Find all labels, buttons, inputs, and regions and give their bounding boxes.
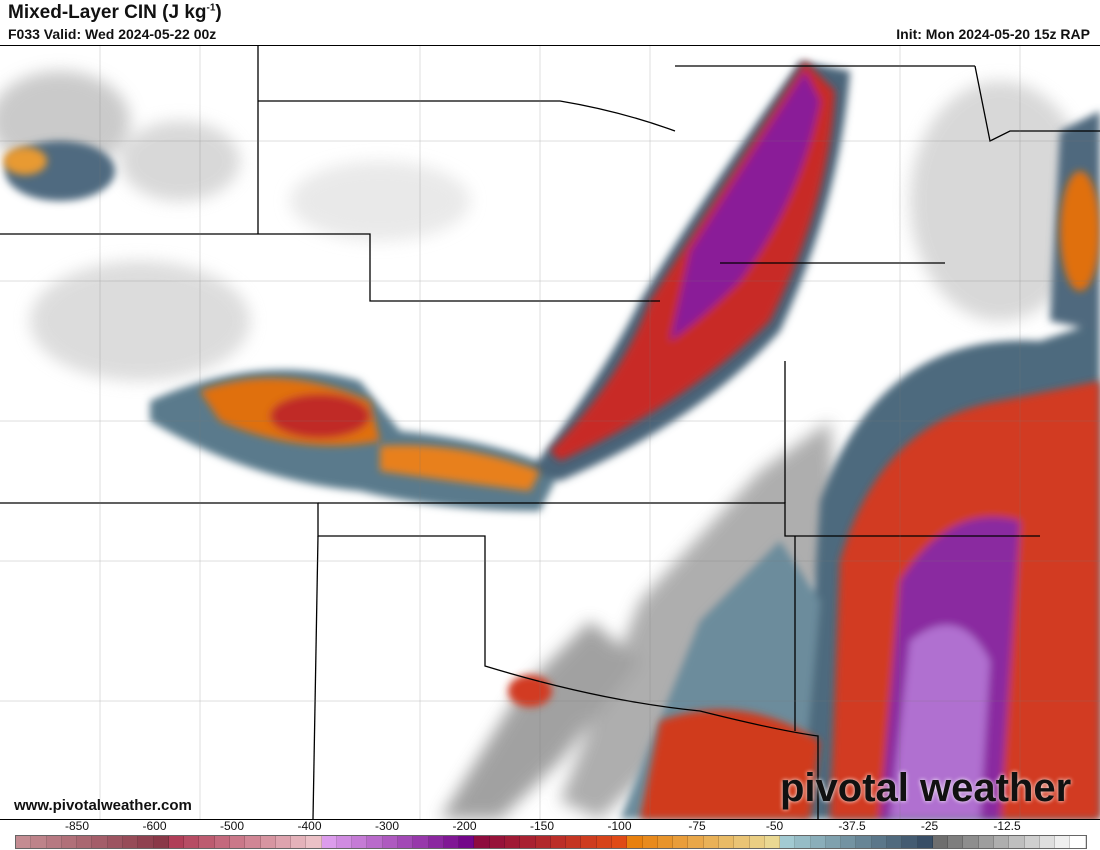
colorbar-cell	[550, 836, 567, 848]
colorbar-cell	[199, 836, 215, 848]
colorbar-cell	[489, 836, 505, 848]
colorbar-cell	[275, 836, 292, 848]
colorbar-cell	[642, 836, 658, 848]
colorbar-cell	[16, 836, 32, 848]
colorbar-cell	[413, 836, 429, 848]
colorbar-cell	[688, 836, 704, 848]
colorbar-cell	[611, 836, 628, 848]
colorbar-cell	[260, 836, 276, 848]
colorbar-cell	[443, 836, 460, 848]
cin-map	[0, 45, 1100, 820]
colorbar	[15, 835, 1087, 849]
colorbar-cell	[1009, 836, 1025, 848]
colorbar-cell	[520, 836, 536, 848]
colorbar-cell	[61, 836, 78, 848]
colorbar-cell	[948, 836, 964, 848]
colorbar-cell	[1039, 836, 1056, 848]
colorbar-label: -50	[765, 819, 784, 833]
colorbar-cell	[535, 836, 551, 848]
colorbar-cell	[184, 836, 200, 848]
colorbar-cell	[825, 836, 842, 848]
colorbar-cell	[214, 836, 230, 848]
map-title: Mixed-Layer CIN (J kg-1)	[8, 2, 222, 23]
colorbar-cell	[1070, 836, 1086, 848]
colorbar-label: -25	[920, 819, 939, 833]
colorbar-cell	[673, 836, 689, 848]
colorbar-cell	[871, 836, 888, 848]
colorbar-label: -100	[607, 819, 632, 833]
county-borders	[0, 46, 1100, 819]
colorbar-label: -75	[688, 819, 706, 833]
colorbar-cell	[122, 836, 139, 848]
colorbar-cell	[856, 836, 872, 848]
colorbar-cell	[428, 836, 444, 848]
colorbar-cell	[764, 836, 781, 848]
colorbar-cell	[459, 836, 475, 848]
colorbar-cell	[703, 836, 719, 848]
colorbar-cell	[77, 836, 93, 848]
colorbar-cell	[138, 836, 154, 848]
colorbar-label: -37.5	[838, 819, 866, 833]
colorbar-cell	[245, 836, 261, 848]
colorbar-cell	[291, 836, 307, 848]
colorbar-cell	[336, 836, 353, 848]
colorbar-cell	[963, 836, 979, 848]
colorbar-label: -12.5	[993, 819, 1021, 833]
colorbar-cell	[31, 836, 47, 848]
colorbar-cell	[367, 836, 383, 848]
colorbar-cell	[978, 836, 994, 848]
colorbar-label: -400	[297, 819, 322, 833]
colorbar-cell	[810, 836, 826, 848]
colorbar-cell	[902, 836, 918, 848]
colorbar-cell	[749, 836, 765, 848]
colorbar-label: -600	[142, 819, 167, 833]
colorbar-label: -300	[374, 819, 400, 833]
colorbar-cell	[168, 836, 185, 848]
colorbar-label: -150	[529, 819, 555, 833]
colorbar-cell	[718, 836, 735, 848]
colorbar-cell	[46, 836, 62, 848]
colorbar-cell	[382, 836, 399, 848]
colorbar-cell	[474, 836, 490, 848]
colorbar-cell	[92, 836, 108, 848]
colorbar-cell	[841, 836, 857, 848]
colorbar-cell	[780, 836, 796, 848]
colorbar-cell	[734, 836, 750, 848]
colorbar-cell	[887, 836, 903, 848]
colorbar-cell	[352, 836, 368, 848]
colorbar-cell	[596, 836, 612, 848]
colorbar-cell	[229, 836, 246, 848]
orange-red-cin-areas	[3, 61, 1100, 819]
colorbar-cell	[581, 836, 597, 848]
colorbar-cell	[994, 836, 1010, 848]
colorbar-cell	[917, 836, 933, 848]
colorbar-cell	[657, 836, 674, 848]
colorbar-cell	[1055, 836, 1071, 848]
colorbar-label: -500	[219, 819, 245, 833]
colorbar-cell	[505, 836, 521, 848]
colorbar-cell	[566, 836, 582, 848]
colorbar-label: -200	[452, 819, 477, 833]
colorbar-cell	[306, 836, 322, 848]
colorbar-label: -850	[64, 819, 90, 833]
colorbar-cell	[795, 836, 811, 848]
brand-logo: pivotal weather	[780, 766, 1072, 810]
colorbar-cell	[107, 836, 123, 848]
init-time: Init: Mon 2024-05-20 15z RAP	[896, 26, 1090, 42]
valid-time: F033 Valid: Wed 2024-05-22 00z	[8, 26, 217, 42]
colorbar-cell	[321, 836, 337, 848]
website-credit: www.pivotalweather.com	[14, 797, 192, 814]
state-borders	[0, 46, 1100, 819]
colorbar-cell	[153, 836, 169, 848]
colorbar-cell	[627, 836, 643, 848]
colorbar-cell	[932, 836, 949, 848]
colorbar-cell	[1024, 836, 1040, 848]
colorbar-cell	[398, 836, 414, 848]
